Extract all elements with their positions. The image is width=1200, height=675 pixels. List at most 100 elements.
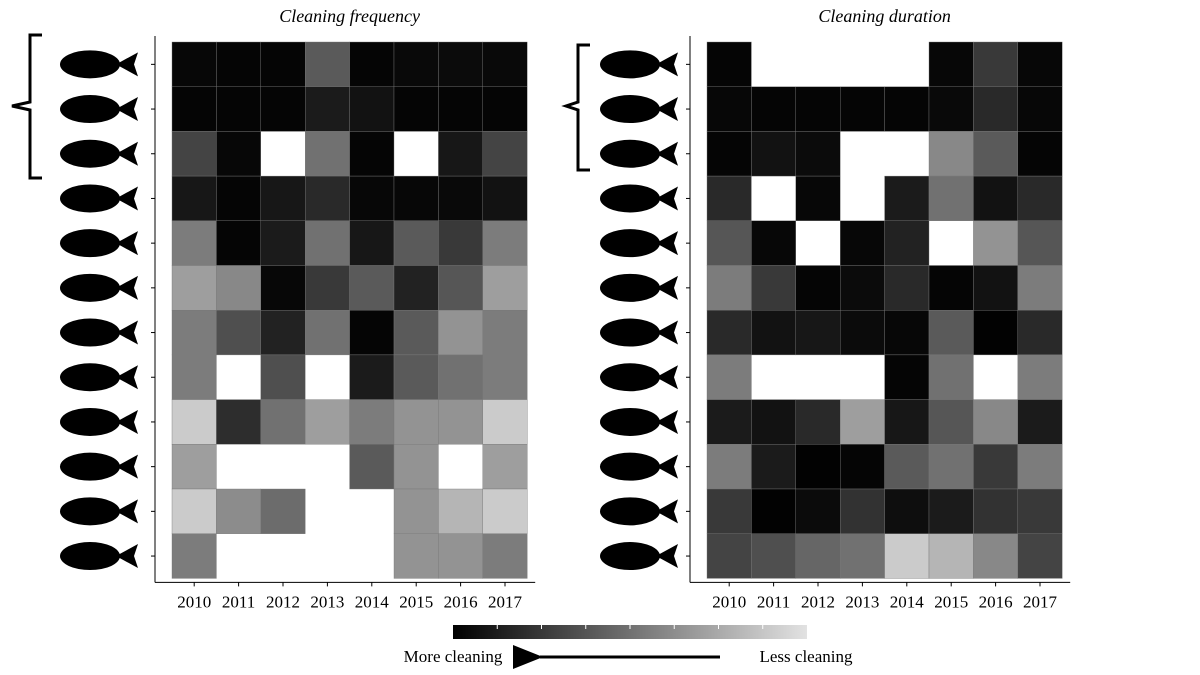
heatmap-cell (706, 488, 752, 534)
heatmap-cell (438, 533, 483, 579)
x-tick-label: 2017 (488, 592, 523, 611)
heatmap-cell (840, 444, 885, 490)
heatmap-cell (928, 131, 974, 177)
fish-icon (600, 50, 660, 79)
fish-icon (600, 184, 660, 213)
heatmap-cell (928, 310, 974, 356)
fish-icon (60, 497, 120, 526)
x-tick-label: 2011 (222, 592, 255, 611)
panel-title: Cleaning duration (818, 6, 951, 26)
heatmap-cell (349, 310, 395, 356)
heatmap-cell (216, 86, 261, 132)
heatmap-cell (973, 265, 1019, 311)
heatmap-cell (216, 175, 261, 222)
heatmap-cell (171, 354, 217, 400)
heatmap-cell (884, 265, 930, 311)
fish-tail (116, 275, 138, 300)
heatmap-cell (482, 354, 528, 400)
heatmap-cell (305, 131, 350, 177)
heatmap-cell (1017, 488, 1063, 534)
heatmap-cell (706, 41, 752, 87)
fish-tail (116, 231, 138, 256)
heatmap-cell (840, 86, 885, 132)
heatmap-cell (305, 86, 350, 132)
fish-icon (600, 542, 660, 571)
heatmap-cell (260, 86, 306, 132)
heatmap-cell (840, 220, 885, 266)
heatmap-cell (482, 41, 528, 87)
heatmap-cell (438, 220, 483, 266)
heatmap-cell (349, 131, 395, 177)
fish-tail (116, 97, 138, 122)
fish-icon (600, 95, 660, 124)
heatmap-cell (260, 220, 306, 266)
fish-tail (116, 544, 138, 569)
heatmap-cell (393, 86, 439, 132)
fish-tail (656, 544, 678, 569)
heatmap-cell (171, 131, 217, 177)
heatmap-cell (706, 533, 752, 579)
fish-icon (600, 407, 660, 436)
heatmap-cell (884, 533, 930, 579)
heatmap-cell (393, 220, 439, 266)
heatmap-cell (216, 220, 261, 266)
heatmap-cell (482, 533, 528, 579)
heatmap-cell (751, 533, 797, 579)
fish-tail (116, 409, 138, 434)
heatmap-cell (884, 399, 930, 445)
heatmap-cell (928, 41, 974, 87)
heatmap-cell (795, 131, 841, 177)
heatmap-cell (751, 220, 797, 266)
heatmap-cell (482, 175, 528, 222)
heatmap-cell (482, 444, 528, 490)
heatmap-cell (1017, 399, 1063, 445)
heatmap-cell (706, 399, 752, 445)
heatmap-cell (438, 354, 483, 400)
heatmap-cell (795, 265, 841, 311)
heatmap-cell (1017, 131, 1063, 177)
fish-icon (600, 452, 660, 481)
heatmap-cell (928, 488, 974, 534)
fish-tail (116, 499, 138, 524)
heatmap-cell (482, 488, 528, 534)
heatmap-cell (973, 399, 1019, 445)
heatmap-cell (1017, 41, 1063, 87)
fish-tail (656, 454, 678, 479)
heatmap-cell (884, 444, 930, 490)
heatmap-cell (751, 265, 797, 311)
heatmap-cell (260, 399, 306, 445)
heatmap-cell (171, 444, 217, 490)
heatmap-cell (260, 41, 306, 87)
heatmap-cell (393, 41, 439, 87)
heatmap-cell (349, 354, 395, 400)
heatmap-cell (1017, 220, 1063, 266)
heatmap-cell (795, 533, 841, 579)
fish-icon (60, 407, 120, 436)
fish-tail (656, 186, 678, 211)
x-tick-label: 2012 (801, 592, 835, 611)
heatmap-cell (1017, 310, 1063, 356)
heatmap-cell (260, 175, 306, 222)
heatmap-cell (795, 175, 841, 222)
heatmap-cell (1017, 265, 1063, 311)
fish-tail (656, 409, 678, 434)
heatmap-cell (973, 488, 1019, 534)
heatmap-cell (751, 310, 797, 356)
heatmap-cell (171, 488, 217, 534)
heatmap-cell (305, 41, 350, 87)
heatmap-cell (1017, 354, 1063, 400)
heatmap-cell (171, 265, 217, 311)
heatmap-cell (928, 175, 974, 222)
heatmap-cell (928, 533, 974, 579)
heatmap-cell (706, 354, 752, 400)
heatmap-cell (171, 86, 217, 132)
heatmap-cell (393, 488, 439, 534)
x-tick-label: 2013 (310, 592, 344, 611)
heatmap-cell (884, 310, 930, 356)
heatmap-cell (171, 220, 217, 266)
x-tick-label: 2016 (979, 592, 1013, 611)
fish-tail (656, 320, 678, 345)
fish-icon (600, 497, 660, 526)
fish-icon (60, 95, 120, 124)
